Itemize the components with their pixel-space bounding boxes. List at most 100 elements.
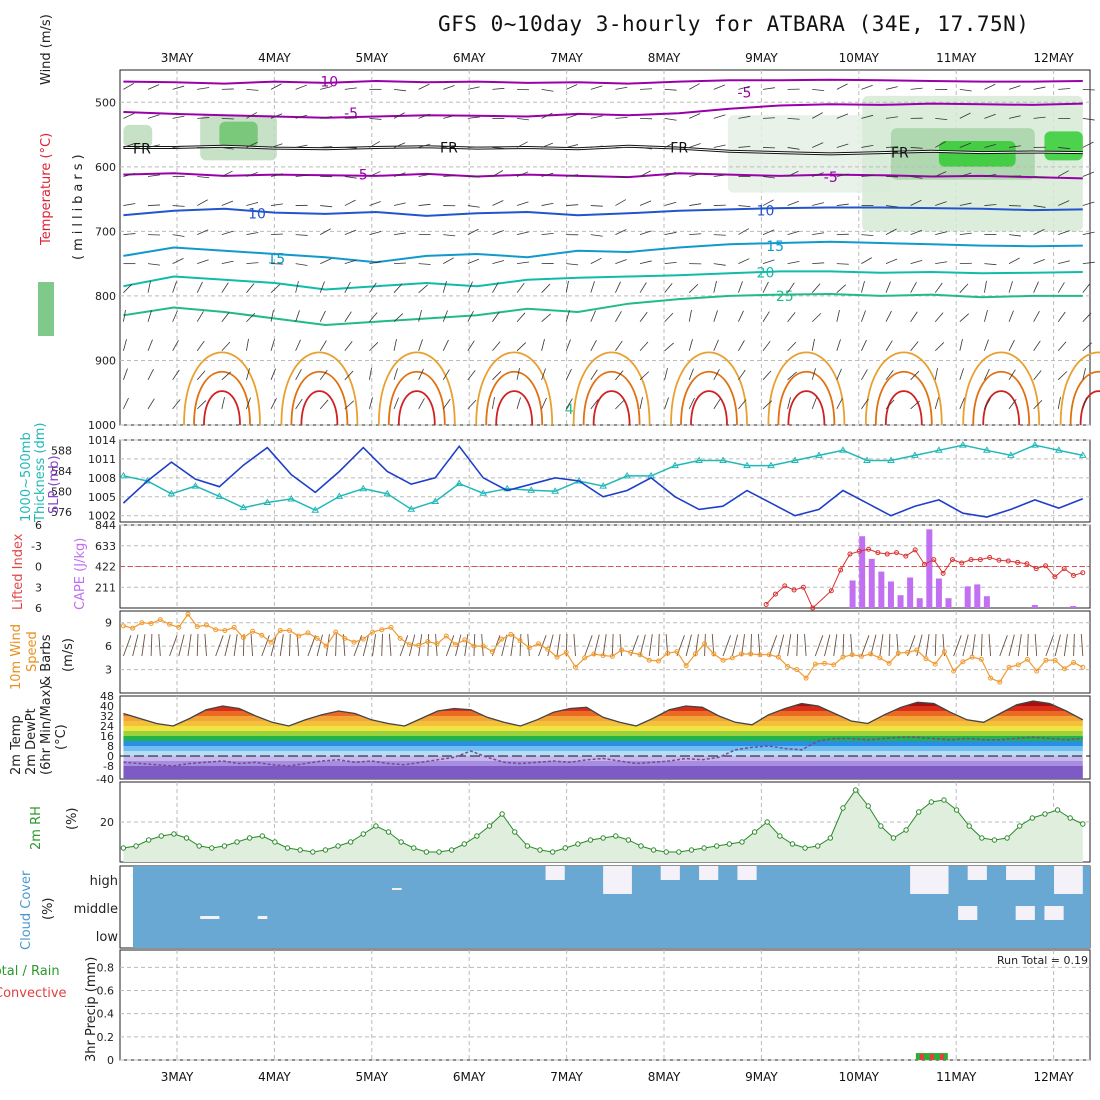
isotherm-warm-loop: [1069, 371, 1100, 426]
wind-barb: [713, 310, 718, 322]
wind-barb: [418, 203, 431, 206]
li-marker: [782, 583, 788, 589]
thickness-marker: [935, 446, 943, 453]
isotherm-warm-loop: [874, 371, 933, 426]
wind-barb: [172, 115, 185, 119]
run-total: Run Total = 0.19: [997, 954, 1088, 967]
date-label-bottom: 9MAY: [745, 1070, 778, 1084]
wind-barb: [934, 397, 939, 409]
li-marker: [959, 560, 965, 566]
wind-barb: [295, 339, 301, 351]
surface-wind-barb: [196, 633, 199, 657]
wind-barb: [123, 309, 126, 322]
wind-barb: [319, 399, 329, 410]
wind-barb: [270, 368, 276, 380]
thickness-marker: [167, 489, 176, 497]
wind-speed-marker: [655, 658, 661, 664]
wind-barb: [221, 397, 225, 409]
li-marker: [977, 557, 983, 563]
wind-barb: [713, 369, 720, 381]
wind-barb: [959, 283, 969, 293]
temp-tick-label: 32: [100, 710, 114, 723]
wind-barb: [344, 259, 357, 265]
temp-side-labels: 2m Temp 2m DewPt (6hr Min/Max) (°C): [9, 685, 69, 775]
wind10m-panel: 3 6 9: [105, 610, 1091, 694]
date-label-top: 5MAY: [355, 51, 388, 65]
wind-speed-marker: [785, 663, 791, 669]
rh-marker: [890, 835, 897, 841]
wind-barb: [812, 112, 823, 119]
surface-wind-barb: [473, 633, 476, 657]
cape-bar: [983, 596, 990, 608]
li-marker: [810, 605, 816, 611]
temp-band: [123, 766, 1083, 779]
wind-barb: [492, 260, 505, 265]
wind-barb: [492, 396, 495, 409]
wind-barb: [369, 201, 381, 206]
temp-band: [123, 726, 1083, 731]
wind-barb: [418, 339, 423, 351]
wind-speed-marker: [702, 641, 708, 647]
wind-barb: [467, 281, 473, 293]
wind-speed-marker: [425, 638, 431, 644]
surface-wind-barb: [685, 634, 692, 657]
wind-speed-marker: [333, 629, 339, 635]
wind-barb: [492, 87, 505, 90]
surface-wind-barb: [435, 634, 438, 657]
wind-barb: [147, 174, 160, 177]
rh-shading: [1044, 131, 1083, 161]
wind-barb: [959, 112, 971, 119]
wind-speed-marker: [434, 641, 440, 647]
rh-marker: [145, 837, 152, 843]
cape-bar: [916, 598, 923, 608]
thickness-marker: [551, 487, 560, 494]
wind-barb: [1082, 368, 1086, 380]
wind-barb: [984, 368, 990, 380]
wind-barb: [836, 83, 848, 90]
thickness-marker: [215, 492, 224, 499]
li-marker: [931, 557, 937, 563]
rh-marker: [448, 847, 455, 853]
date-label-bottom: 12MAY: [1033, 1070, 1074, 1084]
wind-barb: [934, 312, 944, 322]
wind-barb: [811, 338, 815, 351]
wind-barb: [1008, 234, 1021, 237]
cloud-row-label: middle: [74, 902, 118, 917]
wind-barb: [689, 83, 700, 90]
wind-barb: [443, 257, 454, 264]
wind-barb: [984, 83, 996, 90]
wind-barb: [147, 280, 151, 293]
wind-barb: [344, 281, 351, 293]
wind-speed-marker: [351, 639, 357, 645]
li-marker: [912, 547, 918, 553]
wind-barb: [344, 311, 352, 322]
wind-barb: [836, 143, 849, 148]
wind-barb: [393, 397, 399, 410]
cape-tick-label: 422: [95, 561, 116, 574]
surface-wind-barb: [187, 634, 192, 657]
date-label-bottom: 8MAY: [648, 1070, 681, 1084]
cloud-row-label: low: [96, 930, 119, 945]
wind-speed-marker: [582, 655, 588, 661]
precip-convective-bar: [939, 1054, 944, 1060]
wind-barb: [812, 172, 824, 177]
li-marker: [949, 557, 955, 563]
wind-barb: [787, 312, 796, 322]
li-marker: [875, 550, 881, 556]
wind-speed-marker: [628, 649, 634, 655]
wind-barb: [935, 261, 948, 265]
wind-barb: [689, 113, 701, 119]
wind-speed-marker: [536, 641, 542, 647]
cape-bar: [964, 586, 971, 608]
cape-bar: [1031, 605, 1038, 608]
wind-barb: [713, 339, 719, 351]
cloud-clear-cell: [603, 866, 632, 894]
isotherm-warm-loop: [183, 351, 261, 426]
contour-label: 15: [766, 239, 784, 255]
wind-barb: [885, 86, 898, 90]
wind-barb: [393, 313, 404, 323]
thickness-marker: [1054, 446, 1063, 453]
wind-barb: [910, 311, 918, 322]
surface-wind-barb: [547, 634, 554, 657]
wind-barb: [664, 312, 674, 323]
